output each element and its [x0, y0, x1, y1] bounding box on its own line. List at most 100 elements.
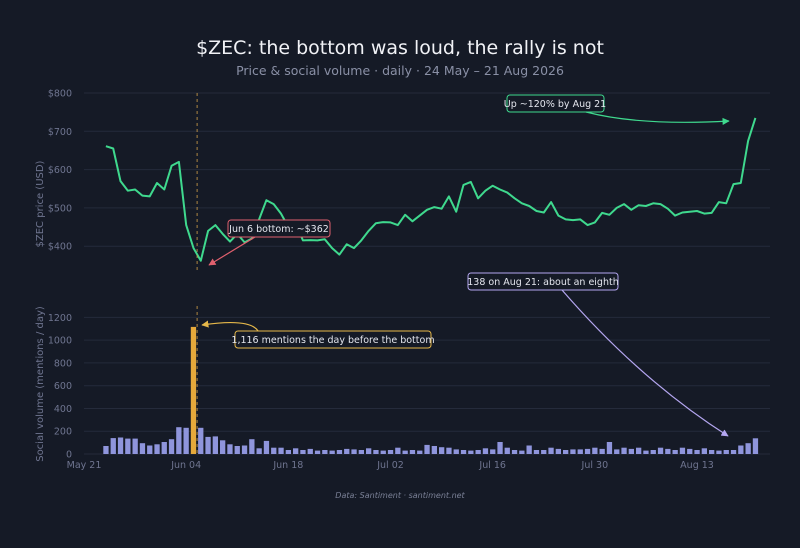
volume-bar	[147, 445, 153, 454]
spike-annotation-text: 1,116 mentions the day before the bottom	[231, 335, 434, 346]
latest-annotation-box	[467, 272, 619, 291]
volume-bar	[300, 450, 306, 454]
volume-bar	[249, 439, 255, 454]
volume-bar	[431, 446, 437, 454]
volume-bar	[139, 443, 146, 454]
volume-bars	[103, 326, 759, 454]
volume-bar	[351, 449, 357, 454]
spike-annotation: 1,116 mentions the day before the bottom	[201, 320, 435, 349]
volume-bar	[446, 447, 452, 454]
volume-y-tick-label: 600	[54, 381, 72, 392]
price-y-tick-label: $600	[48, 165, 72, 176]
volume-bar	[278, 447, 284, 454]
x-tick-label: Jun 18	[272, 460, 303, 471]
volume-bar	[687, 448, 693, 454]
volume-bar	[285, 450, 291, 454]
x-tick-label: Jul 30	[581, 460, 609, 471]
volume-bar	[402, 450, 408, 454]
volume-bar	[314, 450, 321, 454]
price-y-ticks: $400 $500 $600 $700 $800	[48, 89, 72, 253]
volume-bar	[643, 450, 649, 454]
volume-bar	[650, 450, 656, 454]
spike-annotation-arrow	[201, 320, 259, 332]
bottom-annotation-box	[227, 219, 331, 238]
x-axis-ticks: May 21 Jun 04 Jun 18 Jul 02 Jul 16 Jul 30 Aug …	[67, 460, 714, 471]
volume-bar	[519, 450, 525, 454]
volume-bar	[745, 443, 751, 454]
volume-y-axis-label: Social volume (mentions / day)	[35, 306, 46, 462]
rally-annotation-box	[506, 94, 605, 113]
volume-bar	[227, 444, 233, 454]
rally-annotation-text: Up ~120% by Aug 21	[504, 99, 606, 110]
volume-bar	[205, 436, 211, 454]
volume-bar	[628, 448, 634, 454]
price-y-axis-label: $ZEC price (USD)	[35, 160, 46, 247]
volume-bar	[497, 442, 503, 454]
volume-bar	[234, 446, 240, 454]
volume-bar	[526, 445, 532, 454]
volume-bar	[577, 449, 583, 454]
x-tick-label: Aug 13	[680, 460, 714, 471]
volume-bar	[636, 447, 642, 454]
volume-bar	[723, 450, 729, 454]
volume-bar	[395, 447, 401, 454]
x-tick-label: May 21	[67, 460, 102, 471]
volume-bar	[752, 438, 759, 454]
volume-panel: 0 200 400 600 800 1000 1200 Social volume (men…	[35, 306, 770, 462]
volume-bar	[322, 450, 328, 454]
volume-bar	[263, 440, 270, 454]
volume-bar	[482, 448, 489, 454]
volume-y-ticks: 0 200 400 600 800 1000 1200	[48, 313, 72, 461]
volume-bar-peak	[190, 326, 197, 454]
volume-bar	[555, 448, 561, 454]
volume-bar	[672, 450, 678, 454]
x-tick-label: Jul 16	[478, 460, 506, 471]
volume-bar	[271, 447, 277, 454]
volume-bar	[606, 442, 613, 454]
volume-bar	[533, 450, 540, 454]
rally-annotation-arrow	[585, 111, 730, 125]
volume-bar	[504, 447, 510, 454]
volume-y-tick-label: 800	[54, 358, 72, 369]
volume-bar	[132, 438, 138, 454]
volume-bar	[475, 450, 481, 454]
volume-bar	[125, 438, 131, 454]
volume-bar	[198, 427, 204, 454]
volume-bar	[176, 427, 182, 454]
spike-annotation-box	[234, 330, 432, 349]
volume-bar	[570, 449, 576, 454]
volume-bar	[336, 450, 343, 454]
volume-bar	[511, 450, 518, 454]
x-tick-label: Jul 02	[376, 460, 404, 471]
bottom-annotation-arrow	[208, 236, 256, 266]
volume-y-tick-label: 200	[54, 427, 72, 438]
volume-bar	[161, 442, 167, 454]
chart-subtitle: Price & social volume · daily · 24 May –…	[236, 63, 564, 78]
volume-bar	[417, 450, 423, 454]
volume-bar	[490, 449, 496, 454]
volume-bar	[307, 448, 313, 454]
volume-y-tick-label: 0	[66, 450, 72, 461]
volume-bar	[460, 450, 467, 454]
volume-bar	[212, 436, 218, 454]
volume-bar	[563, 450, 569, 454]
volume-bar	[256, 448, 262, 454]
data-source: Data: Santiment · santiment.net	[335, 491, 465, 500]
volume-bar	[584, 448, 591, 454]
volume-y-tick-label: 400	[54, 404, 72, 415]
volume-bar	[380, 450, 386, 454]
volume-bar	[329, 450, 335, 454]
volume-bar	[424, 444, 430, 454]
volume-bar	[657, 447, 664, 454]
latest-annotation: 138 on Aug 21: about an eighth	[467, 272, 729, 437]
volume-bar	[366, 448, 372, 454]
price-y-tick-label: $700	[48, 127, 72, 138]
volume-bar	[730, 450, 737, 454]
volume-bar	[241, 445, 248, 454]
price-y-tick-label: $800	[48, 89, 72, 100]
price-grid	[84, 92, 770, 247]
price-y-tick-label: $500	[48, 203, 72, 214]
volume-bar	[154, 444, 160, 454]
